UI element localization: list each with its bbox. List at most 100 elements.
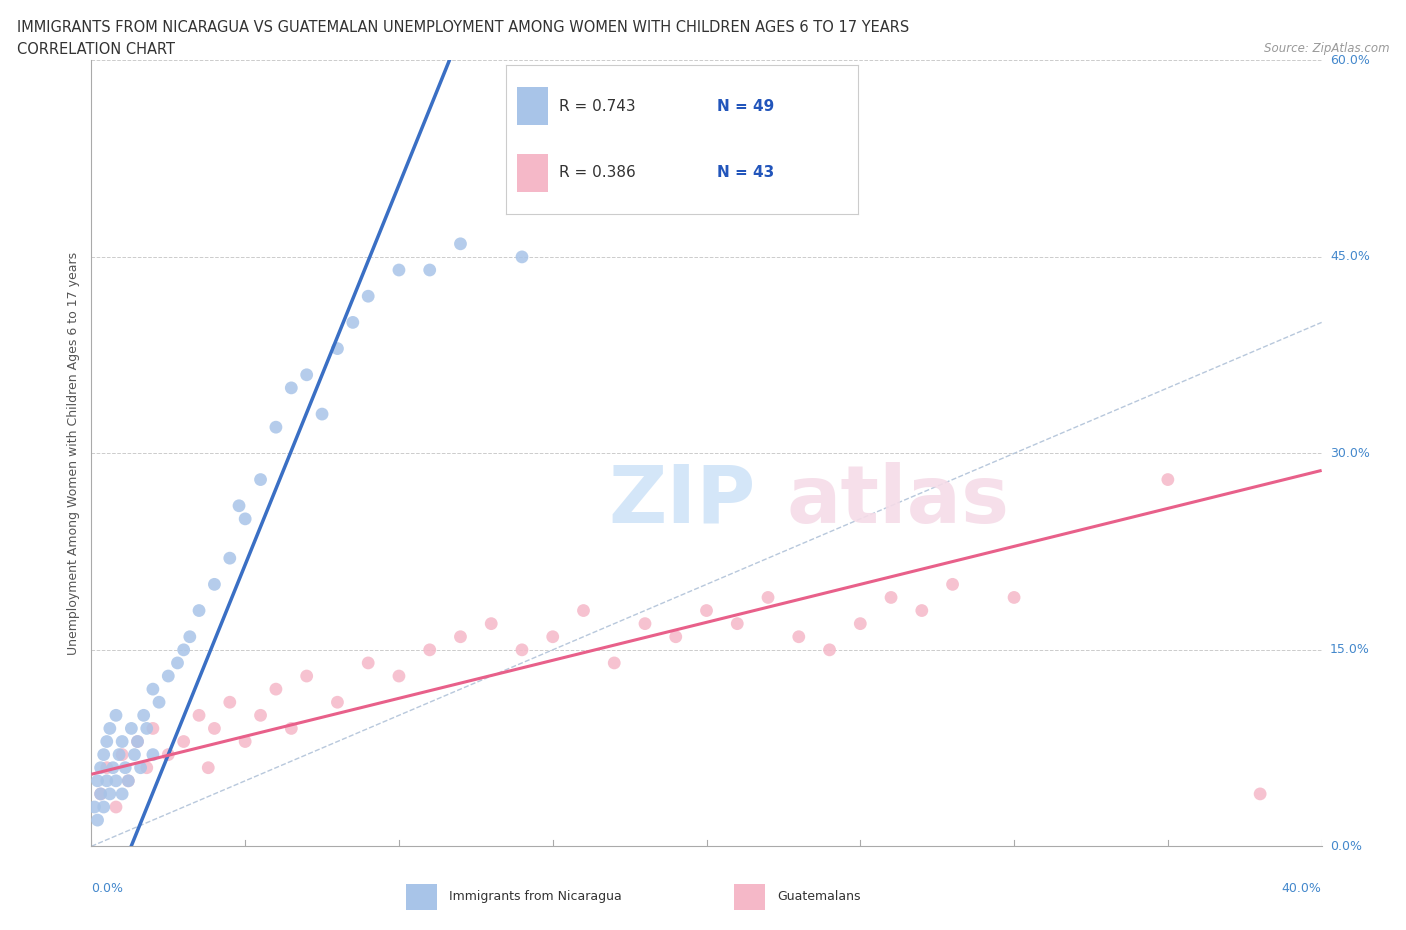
Point bbox=[105, 774, 127, 789]
Text: N = 43: N = 43 bbox=[717, 166, 775, 180]
Point bbox=[388, 669, 411, 684]
Point bbox=[311, 406, 333, 421]
Point bbox=[510, 643, 533, 658]
Text: 15.0%: 15.0% bbox=[1330, 644, 1369, 657]
Point bbox=[357, 656, 380, 671]
Point bbox=[449, 236, 471, 251]
Bar bbox=[734, 884, 765, 910]
Point bbox=[197, 761, 219, 776]
Point bbox=[249, 472, 271, 487]
Point bbox=[818, 643, 841, 658]
Point bbox=[93, 800, 115, 815]
Text: ZIP: ZIP bbox=[607, 461, 755, 539]
Point bbox=[173, 734, 195, 749]
Point bbox=[695, 604, 717, 618]
Point bbox=[342, 315, 364, 330]
Point bbox=[295, 669, 318, 684]
Point bbox=[86, 774, 108, 789]
Point bbox=[665, 630, 688, 644]
Point bbox=[127, 734, 149, 749]
Point bbox=[756, 590, 779, 604]
Point bbox=[142, 747, 165, 762]
Point bbox=[218, 695, 240, 710]
Point bbox=[1157, 472, 1180, 487]
Point bbox=[202, 721, 225, 736]
Point bbox=[111, 787, 134, 802]
Text: 0.0%: 0.0% bbox=[91, 882, 124, 895]
Point bbox=[449, 630, 471, 644]
Point bbox=[218, 551, 240, 565]
Point bbox=[787, 630, 810, 644]
Point bbox=[188, 604, 211, 618]
Text: CORRELATION CHART: CORRELATION CHART bbox=[17, 42, 174, 57]
Text: Source: ZipAtlas.com: Source: ZipAtlas.com bbox=[1264, 42, 1389, 55]
Point bbox=[173, 643, 195, 658]
Point bbox=[572, 604, 595, 618]
Text: R = 0.386: R = 0.386 bbox=[560, 166, 636, 180]
Point bbox=[101, 761, 124, 776]
Point bbox=[188, 708, 211, 723]
Point bbox=[326, 341, 349, 356]
Text: R = 0.743: R = 0.743 bbox=[560, 99, 636, 113]
Point bbox=[479, 617, 502, 631]
Point bbox=[1002, 590, 1025, 604]
Point bbox=[419, 643, 441, 658]
Point bbox=[90, 761, 112, 776]
Point bbox=[93, 747, 115, 762]
Text: 0.0%: 0.0% bbox=[1330, 840, 1362, 853]
Text: 40.0%: 40.0% bbox=[1282, 882, 1322, 895]
Point bbox=[202, 577, 225, 591]
Text: N = 49: N = 49 bbox=[717, 99, 775, 113]
Point bbox=[280, 721, 302, 736]
Point bbox=[326, 695, 349, 710]
Point bbox=[233, 734, 256, 749]
Point bbox=[98, 721, 121, 736]
Point bbox=[157, 669, 180, 684]
Point bbox=[880, 590, 903, 604]
Point bbox=[114, 761, 136, 776]
Point bbox=[634, 617, 657, 631]
Point bbox=[124, 747, 146, 762]
Point bbox=[117, 774, 139, 789]
Point bbox=[148, 695, 170, 710]
Point bbox=[135, 721, 157, 736]
Point bbox=[135, 761, 157, 776]
Point bbox=[264, 419, 287, 434]
Point bbox=[166, 656, 188, 671]
Point bbox=[142, 682, 165, 697]
Point bbox=[357, 288, 380, 303]
Point bbox=[127, 734, 149, 749]
Point bbox=[96, 774, 118, 789]
Point bbox=[83, 800, 105, 815]
Point bbox=[941, 577, 963, 591]
Bar bbox=[406, 884, 437, 910]
Point bbox=[117, 774, 139, 789]
Point bbox=[849, 617, 872, 631]
Point bbox=[90, 787, 112, 802]
Point bbox=[388, 262, 411, 277]
Point bbox=[96, 761, 118, 776]
Point bbox=[90, 787, 112, 802]
Point bbox=[264, 682, 287, 697]
Text: IMMIGRANTS FROM NICARAGUA VS GUATEMALAN UNEMPLOYMENT AMONG WOMEN WITH CHILDREN A: IMMIGRANTS FROM NICARAGUA VS GUATEMALAN … bbox=[17, 20, 910, 35]
Point bbox=[111, 747, 134, 762]
Point bbox=[105, 708, 127, 723]
Text: Immigrants from Nicaragua: Immigrants from Nicaragua bbox=[450, 891, 621, 903]
Point bbox=[132, 708, 155, 723]
Text: 60.0%: 60.0% bbox=[1330, 54, 1369, 67]
Bar bbox=[517, 154, 548, 192]
Text: Guatemalans: Guatemalans bbox=[778, 891, 860, 903]
Text: atlas: atlas bbox=[786, 461, 1010, 539]
Point bbox=[1249, 787, 1271, 802]
Point bbox=[510, 249, 533, 264]
Point bbox=[129, 761, 152, 776]
Point bbox=[111, 734, 134, 749]
Point bbox=[911, 604, 934, 618]
Text: 45.0%: 45.0% bbox=[1330, 250, 1369, 263]
Point bbox=[280, 380, 302, 395]
Point bbox=[105, 800, 127, 815]
Point bbox=[725, 617, 748, 631]
Point bbox=[228, 498, 250, 513]
Point bbox=[419, 262, 441, 277]
Point bbox=[179, 630, 201, 644]
